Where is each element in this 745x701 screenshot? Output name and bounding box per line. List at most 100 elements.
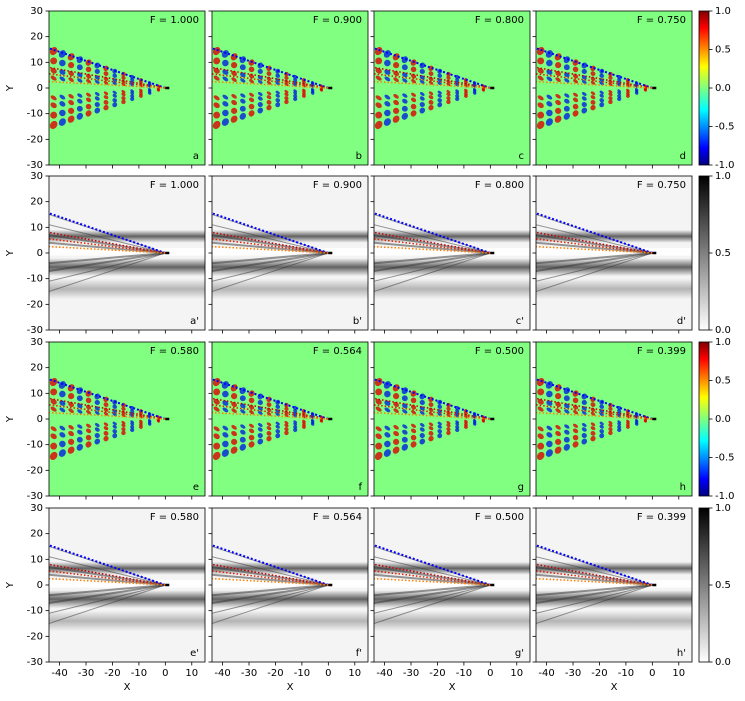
wave-blob	[437, 404, 443, 409]
wave-blob	[58, 118, 66, 126]
heatmap-band	[212, 561, 368, 575]
wave-blob	[257, 438, 264, 445]
y-tick-label: -20	[27, 134, 43, 145]
wave-blob	[393, 408, 399, 413]
wave-blob	[375, 95, 382, 101]
colorbar-tick-label: 0.5	[715, 580, 731, 591]
wave-blob	[545, 118, 553, 126]
y-tick-label: 0	[37, 414, 43, 425]
wave-blob	[617, 96, 622, 101]
panel-annotation: F = 0.800	[475, 180, 524, 191]
panel	[49, 11, 205, 165]
panel-label: f	[358, 482, 362, 493]
fan-line	[212, 584, 329, 597]
fan-line	[49, 584, 166, 604]
wave-blob	[402, 429, 408, 435]
wave-blob	[94, 438, 101, 445]
fan-line	[536, 584, 653, 597]
wave-blob	[249, 79, 255, 84]
colorbar-tick-label: -1.0	[715, 491, 735, 502]
wave-blob	[257, 80, 263, 84]
wave-blob	[545, 50, 553, 58]
wave-blob	[239, 64, 246, 71]
wave-blob	[590, 422, 596, 427]
colorbar	[698, 507, 710, 663]
wave-blob	[634, 422, 639, 426]
wave-blob	[266, 76, 272, 81]
wave-blob	[384, 440, 391, 448]
colorbar-tick-label: 1.0	[715, 503, 731, 514]
wave-blob	[121, 92, 126, 97]
wave-blob	[546, 109, 553, 117]
wave-blob	[410, 66, 417, 73]
wave-blob	[103, 100, 109, 105]
wave-blob	[375, 433, 382, 440]
wave-blob	[537, 398, 544, 405]
wave-blob	[248, 73, 255, 79]
wave-blob	[634, 91, 639, 95]
wave-blob	[50, 433, 57, 440]
fan-line	[536, 566, 653, 586]
wave-blob	[293, 96, 298, 101]
x-tick-label: -40	[214, 668, 230, 679]
wave-blob	[50, 426, 57, 432]
colorbar	[698, 175, 710, 331]
wave-blob	[455, 78, 460, 82]
wave-blob	[121, 90, 126, 94]
wave-blob	[213, 67, 220, 74]
panel	[49, 342, 205, 496]
x-tick-label: -20	[591, 668, 607, 679]
colorbar	[698, 341, 710, 497]
trace	[212, 563, 329, 586]
wave-blob	[428, 426, 434, 431]
wave-blob	[112, 102, 118, 108]
y-tick-label: 0	[37, 580, 43, 591]
wave-blob	[572, 397, 579, 404]
wave-blob	[410, 73, 417, 79]
wave-blob	[130, 96, 135, 101]
wave-blob	[230, 393, 238, 400]
heatmap-band	[49, 610, 205, 632]
wave-blob	[103, 91, 109, 96]
panel-annotation: F = 0.800	[475, 15, 524, 26]
wave-blob	[402, 409, 408, 414]
wave-blob	[213, 111, 221, 119]
wave-blob	[213, 57, 221, 65]
wave-blob	[555, 425, 561, 430]
wave-blob	[231, 94, 237, 99]
wave-blob	[599, 429, 605, 434]
heatmap-band	[212, 610, 368, 632]
wave-blob	[213, 102, 220, 109]
fan-line	[49, 584, 166, 614]
fan-line	[212, 584, 329, 624]
wave-blob	[85, 397, 92, 404]
fan-line	[49, 584, 166, 597]
wave-blob	[67, 107, 75, 114]
wave-blob	[85, 441, 92, 448]
panel-label: g	[518, 482, 524, 493]
wave-blob	[537, 95, 544, 101]
colorbar-tick-label: 0.0	[715, 83, 731, 94]
wave-blob	[76, 105, 83, 112]
panel-label: d'	[677, 316, 686, 327]
fan-line	[536, 234, 653, 254]
panel-annotation: F = 0.750	[637, 180, 686, 191]
wave-blob	[222, 432, 229, 438]
heatmap-gap	[536, 579, 692, 588]
wave-blob	[68, 408, 74, 413]
x-axis-label: X	[449, 682, 456, 693]
wave-blob	[68, 430, 74, 437]
fan-line	[212, 584, 329, 614]
wave-blob	[455, 422, 460, 426]
colorbar	[698, 10, 710, 166]
wave-blob	[248, 110, 255, 117]
wave-blob	[464, 425, 468, 429]
wave-blob	[50, 406, 57, 412]
fan-line	[374, 252, 491, 292]
wave-blob	[555, 99, 561, 106]
panel-annotation: F = 0.900	[313, 180, 362, 191]
wave-blob	[437, 429, 443, 434]
wave-blob	[554, 115, 562, 123]
x-tick-label: 10	[672, 668, 685, 679]
wave-blob	[275, 433, 281, 439]
